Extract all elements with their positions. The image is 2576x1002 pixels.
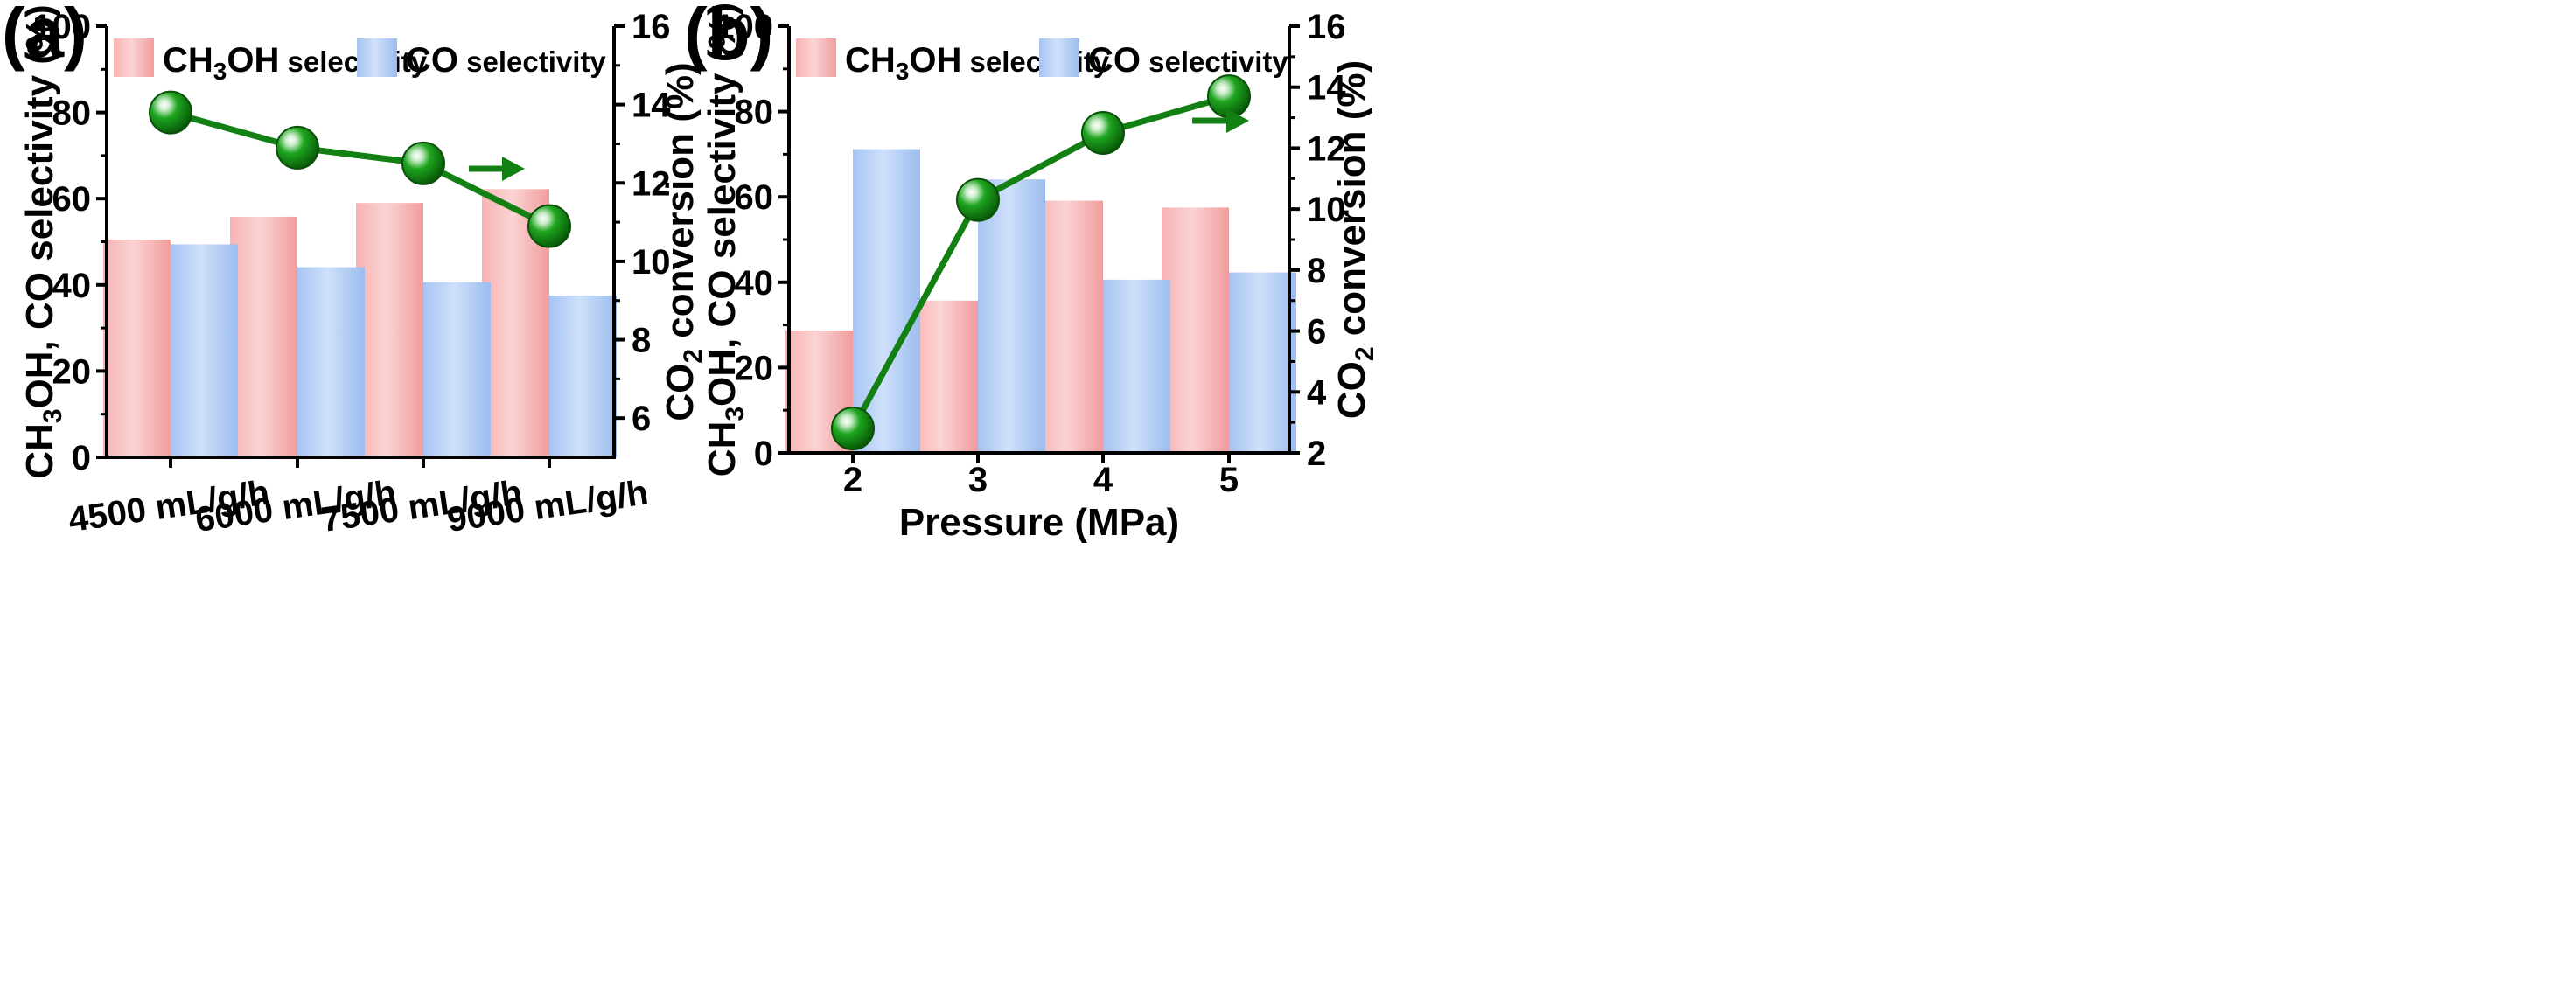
left-tick-label: 40 [735,264,774,303]
legend-text: OH [227,41,279,80]
right-tick-label: 16 [1307,8,1346,46]
left-axis-title-part: OH, CO selectivity (%) [18,4,61,408]
co2-conversion-point-3 [1081,111,1125,155]
right-axis-title: CO2 conversion (%) [1330,60,1379,419]
legend-small-text: selectivity [1141,45,1288,78]
left-tick-label: 100 [32,8,91,46]
legend-label-ch3oh: CH3OH selectivity [845,41,1110,85]
co-selectivity-bar-3 [423,282,491,457]
co2-conversion-line [170,109,551,229]
left-tick-label: 20 [735,349,774,387]
right-tick-label: 6 [1307,313,1326,351]
legend-text: CH [845,41,896,80]
right-tick-label: 14 [1307,69,1346,108]
x-category-label: 5 [1219,461,1239,499]
co2-conversion-line [849,93,1230,430]
left-tick-label: 100 [715,8,773,46]
right-tick-label: 12 [632,164,671,203]
right-axis-title-part: conversion (%) [659,62,702,349]
co2-conversion-point-1 [831,407,875,451]
left-tick-label: 20 [52,352,92,391]
left-tick-label: 0 [754,435,773,473]
left-axis-title-subscript: 3 [38,408,67,423]
axis-arrow-head [502,157,525,181]
left-axis-title: CH3OH, CO selectivity (%) [701,3,750,477]
co-selectivity-bar-2 [978,179,1045,453]
ch3oh-selectivity-bar-3 [356,203,423,457]
legend-label-ch3oh: CH3OH selectivity [163,41,428,85]
left-tick-label: 60 [735,178,774,217]
co-selectivity-bar-1 [171,244,238,457]
right-tick-label: 14 [632,87,671,125]
legend-label-co: CO selectivity [406,41,606,80]
left-tick-label: 80 [52,94,92,133]
right-tick-label: 12 [1307,129,1346,168]
co-selectivity-bar-3 [1103,279,1170,453]
left-axis-title-part: CH [701,421,743,477]
left-tick-label: 40 [52,267,92,305]
x-category-label: 3 [968,461,988,499]
legend-swatch-co [357,38,397,77]
right-tick-label: 10 [632,243,671,282]
panel-label: (a) [2,0,87,72]
legend-subscript: 3 [213,58,227,85]
co-selectivity-bar-4 [1229,272,1296,453]
panel-label: (b) [684,0,773,72]
right-axis-title-part: CO [1330,361,1373,419]
legend-text: CH [163,41,213,80]
right-tick-label: 10 [1307,191,1346,229]
right-axis-title: CO2 conversion (%) [659,62,708,421]
x-category-label: 4 [1093,461,1113,499]
co2-conversion-point-4 [527,204,571,248]
legend-small-text: selectivity [458,45,606,78]
co2-conversion-point-1 [149,90,192,135]
left-axis-title-part: CH [18,423,61,479]
right-tick-label: 8 [1307,252,1326,290]
co-selectivity-bar-2 [297,267,365,457]
co2-conversion-point-2 [276,125,319,170]
right-tick-label: 2 [1307,435,1326,473]
left-tick-label: 0 [72,439,91,477]
ch3oh-selectivity-bar-3 [1036,200,1103,454]
right-axis-title-part: conversion (%) [1330,60,1373,347]
co-selectivity-bar-4 [549,296,617,457]
legend-swatch-co [1039,38,1079,77]
legend-text: CO [1088,41,1141,80]
legend-text: CO [406,41,458,80]
right-axis-title-subscript: 2 [679,349,708,364]
legend-small-text: selectivity [279,45,427,78]
right-tick-label: 8 [632,322,651,360]
legend-swatch-ch3oh [114,38,154,77]
left-tick-label: 60 [52,180,92,219]
ch3oh-selectivity-bar-2 [230,216,297,457]
x-category-label: 2 [843,461,862,499]
right-axis-title-subscript: 2 [1351,346,1379,361]
left-axis-title-subscript: 3 [721,407,750,421]
right-tick-label: 6 [632,400,651,438]
x-axis-title: Pressure (MPa) [899,501,1179,544]
legend-text: OH [909,41,961,80]
right-axis-title-part: CO [659,364,702,421]
legend-small-text: selectivity [961,45,1109,78]
legend-swatch-ch3oh [796,38,836,77]
ch3oh-selectivity-bar-4 [1162,207,1229,453]
left-tick-label: 80 [735,94,774,132]
legend-subscript: 3 [896,58,910,85]
co2-conversion-point-3 [401,141,445,185]
ch3oh-selectivity-bar-1 [103,240,171,457]
co2-conversion-point-2 [956,177,1000,222]
ch3oh-selectivity-bar-2 [911,300,978,453]
left-axis-title: CH3OH, CO selectivity (%) [18,4,67,478]
panel-b: 0 20 40 60 80 100 2 4 6 8 10 12 14 16 2 3 4 5 Pressure (MP… [684,0,1379,544]
legend-label-co: CO selectivity [1088,41,1288,80]
left-axis-title-part: OH, CO selectivity (%) [701,3,743,407]
right-tick-label: 4 [1307,373,1327,412]
axis-arrow-head [1226,108,1249,133]
right-tick-label: 16 [632,8,671,46]
